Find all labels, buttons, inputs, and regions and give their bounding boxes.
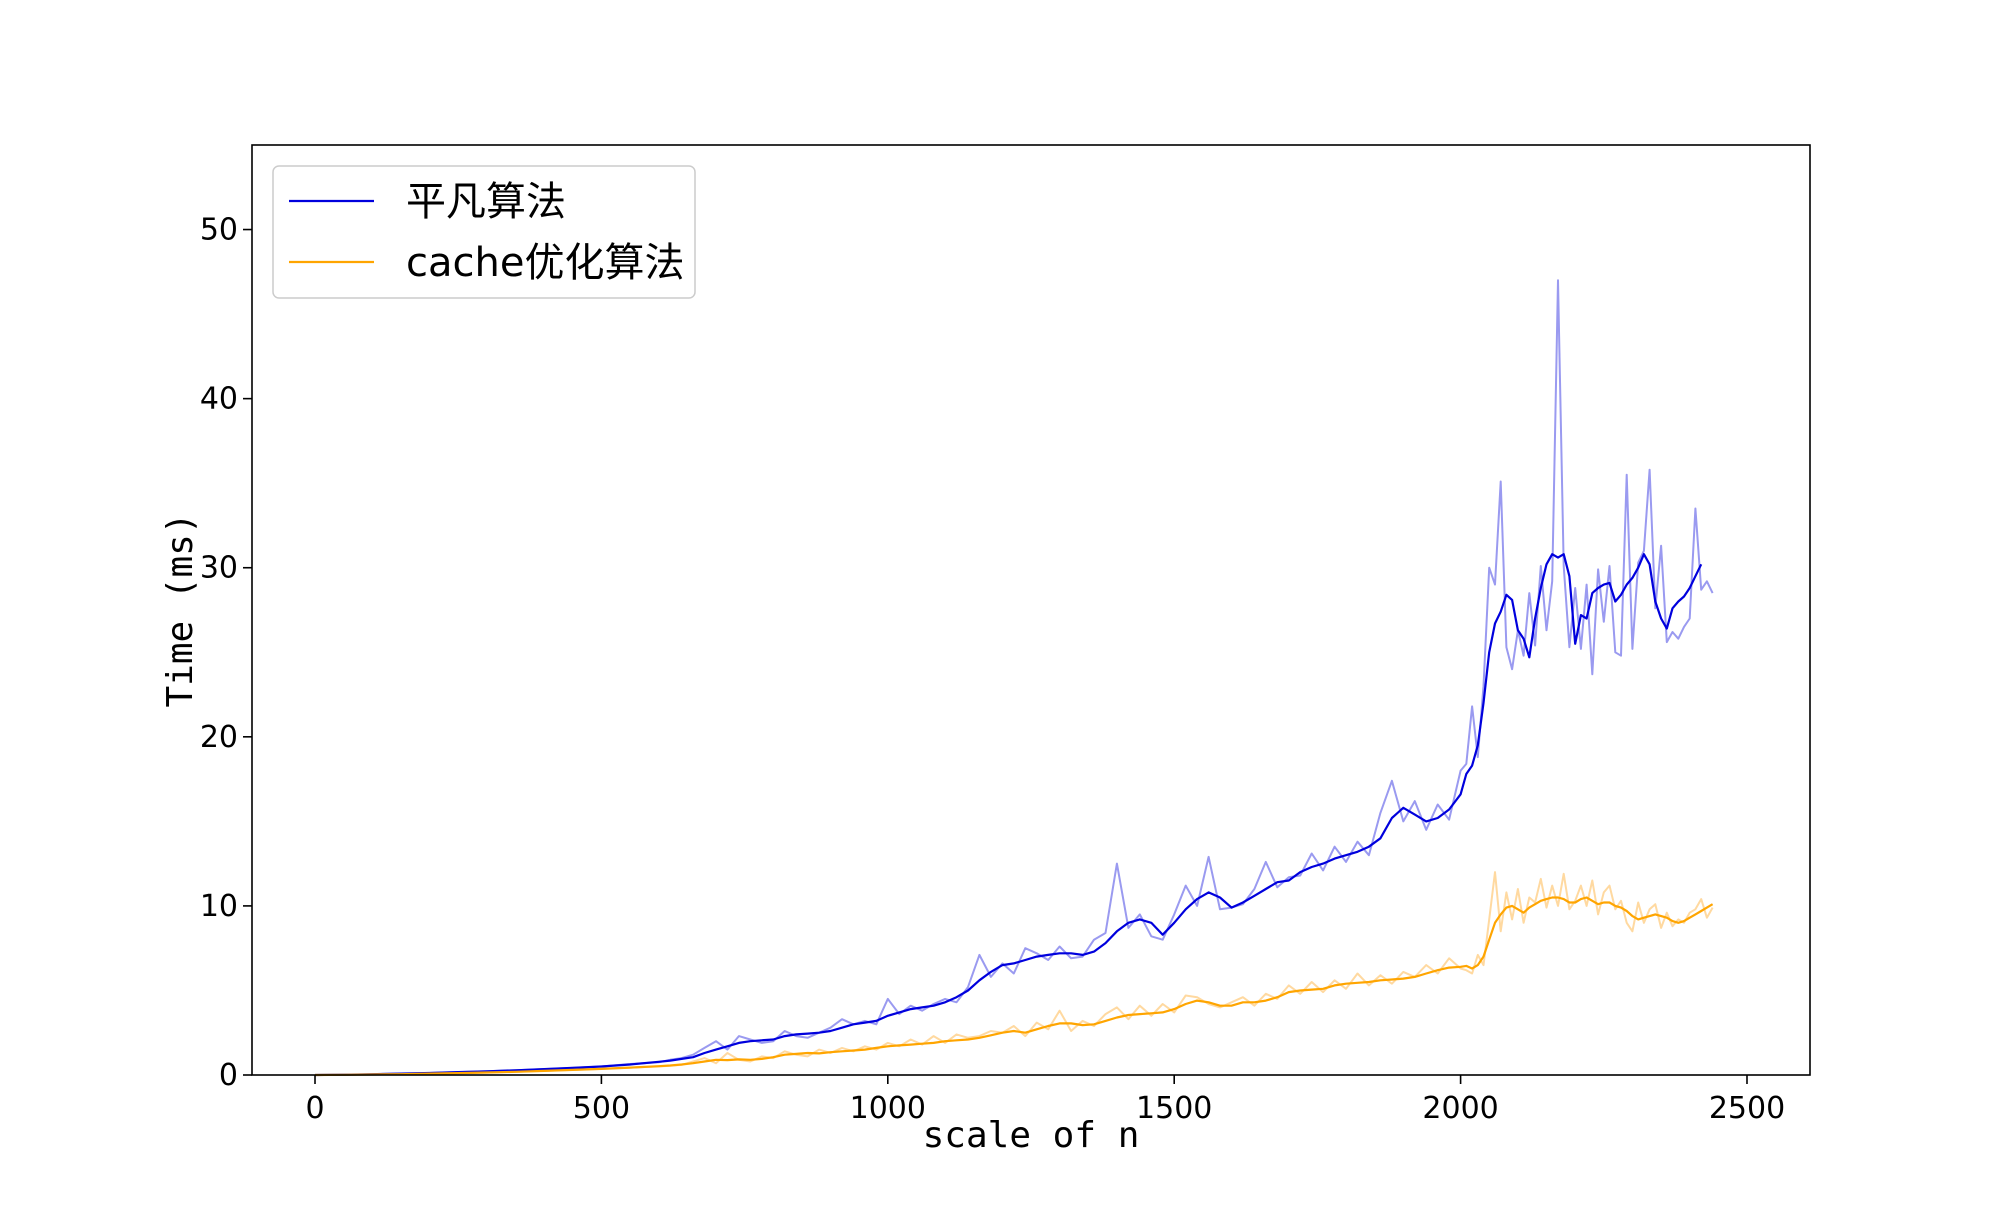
smoothed-line-series-2 [314,896,1714,1077]
x-tick-label: 2500 [1709,1091,1785,1126]
raw-series-group [314,279,1714,1076]
y-tick-label: 20 [200,720,238,755]
x-axis-title: scale of n [923,1115,1140,1156]
raw-line-series-2 [314,871,1714,1076]
x-axis-ticks: 0 500 1000 1500 2000 2500 [305,1075,1785,1126]
plot-frame [251,144,1811,1076]
legend-label-series-1: 平凡算法 [406,179,566,225]
y-tick-label: 0 [219,1058,238,1093]
x-tick-label: 500 [573,1091,630,1126]
smoothed-series-group [314,553,1714,1077]
raw-line-series-1 [314,279,1714,1076]
x-tick-label: 1500 [1136,1091,1212,1126]
y-tick-label: 30 [200,551,238,586]
y-tick-label: 40 [200,382,238,417]
y-axis-ticks: 0 10 20 30 40 50 [200,213,252,1093]
legend-box [272,165,696,299]
x-tick-label: 0 [305,1091,324,1126]
y-axis-title: Time (ms) [160,512,201,707]
x-tick-label: 2000 [1422,1091,1498,1126]
plot-area-background [252,145,1810,1075]
legend-label-series-2: cache优化算法 [406,240,684,286]
y-tick-label: 50 [200,213,238,248]
smoothed-line-series-1 [314,553,1703,1077]
y-tick-label: 10 [200,889,238,924]
x-tick-label: 1000 [850,1091,926,1126]
legend: 平凡算法 cache优化算法 [272,165,696,299]
